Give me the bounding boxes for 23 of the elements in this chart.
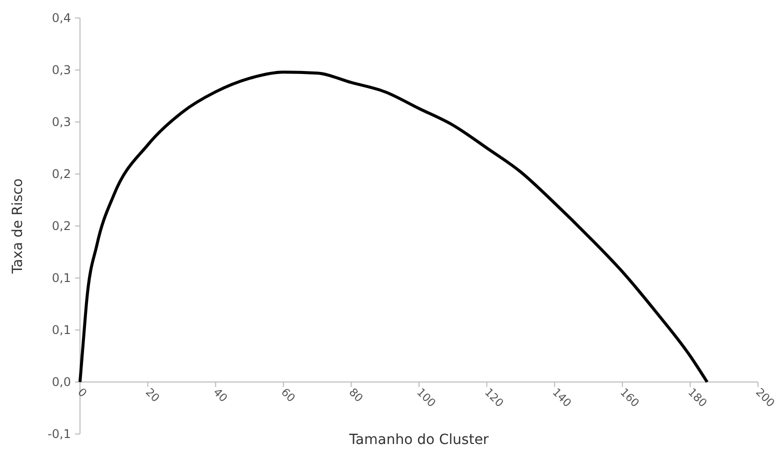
y-tick-label: 0,3 bbox=[52, 63, 71, 78]
x-tick-label: 140 bbox=[550, 386, 574, 410]
x-tick-label: 80 bbox=[346, 386, 366, 405]
x-tick-label: 120 bbox=[482, 386, 506, 410]
y-tick-label: 0,1 bbox=[52, 323, 71, 338]
y-tick-label: 0,3 bbox=[52, 115, 71, 130]
x-tick-label: 40 bbox=[210, 386, 230, 405]
y-axis-title: Taxa de Risco bbox=[10, 178, 26, 275]
x-axis-title: Tamanho do Cluster bbox=[348, 432, 489, 448]
y-tick-label: 0,2 bbox=[52, 167, 71, 182]
x-tick-label: 200 bbox=[753, 386, 778, 410]
x-tick-label: 20 bbox=[142, 386, 162, 405]
y-tick-label: 0,0 bbox=[52, 375, 71, 390]
y-tick-label: 0,2 bbox=[52, 219, 71, 234]
line-series bbox=[78, 70, 709, 384]
y-tick-label: 0,4 bbox=[52, 11, 71, 26]
x-tick-label: 160 bbox=[618, 386, 642, 410]
y-tick-label: -0,1 bbox=[48, 427, 71, 442]
x-tick-label: 100 bbox=[414, 386, 438, 410]
y-tick-label: 0,1 bbox=[52, 271, 71, 286]
x-tick-label: 60 bbox=[278, 386, 298, 405]
x-tick-label: 0 bbox=[75, 386, 90, 400]
x-tick-label: 180 bbox=[685, 386, 710, 410]
